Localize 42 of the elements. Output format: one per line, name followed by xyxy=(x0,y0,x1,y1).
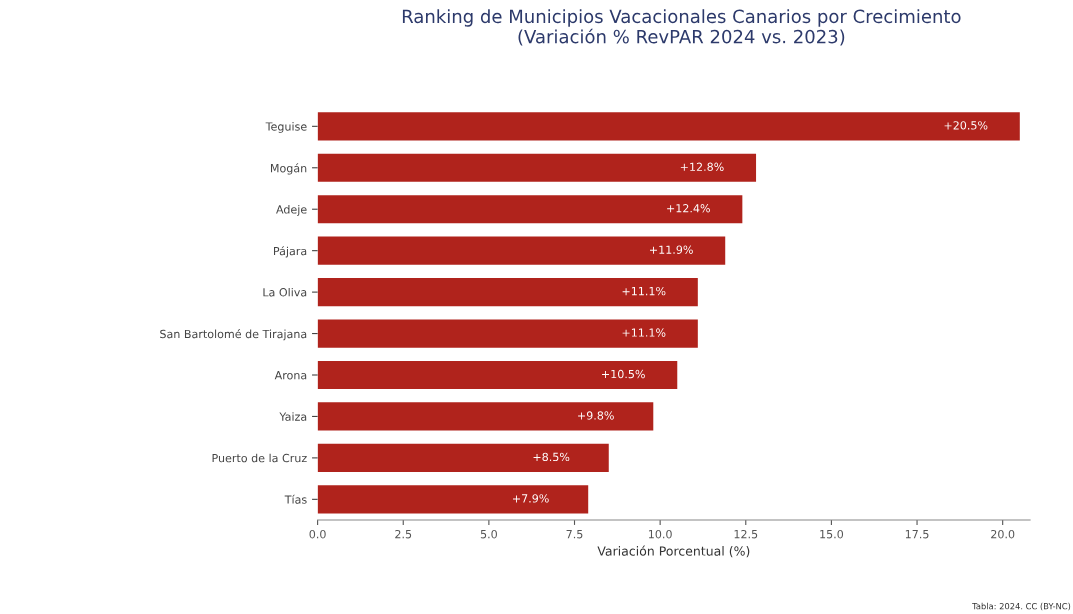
data-label: +12.4% xyxy=(667,204,710,213)
y-tick-label: La Oliva xyxy=(263,287,307,297)
y-tick-label: Mogán xyxy=(270,163,307,175)
bar xyxy=(317,485,589,514)
y-tick-label: Adeje xyxy=(276,205,307,216)
x-tick-label: 10.0 xyxy=(648,529,672,539)
bar xyxy=(317,112,1020,141)
x-tick-label: 7.5 xyxy=(566,530,583,539)
data-label: +11.1% xyxy=(622,286,666,296)
x-tick-label: 15.0 xyxy=(820,529,844,539)
y-tick-label: Puerto de la Cruz xyxy=(212,453,307,463)
data-label: +7.9% xyxy=(513,494,549,503)
chart-title: Ranking de Municipios Vacacionales Canarios por Crecimiento (Variación % RevPAR 2024 vs. 2023) xyxy=(402,9,961,46)
y-tick-label: Teguise xyxy=(265,122,307,133)
bar xyxy=(317,153,757,182)
x-tick-label: 0.0 xyxy=(309,529,326,539)
bar xyxy=(317,443,609,472)
bar xyxy=(317,319,698,348)
y-tick-label: Pájara xyxy=(274,246,307,258)
data-label: +11.1% xyxy=(622,328,666,337)
data-label: +11.9% xyxy=(650,245,693,254)
bar xyxy=(317,236,726,265)
bar xyxy=(317,360,678,390)
x-tick-label: 2.5 xyxy=(395,529,412,539)
data-label: +10.5% xyxy=(602,369,645,379)
y-tick-label: San Bartolomé de Tirajana xyxy=(160,329,307,341)
x-tick-label: 17.5 xyxy=(905,530,929,539)
data-label: +12.8% xyxy=(680,162,724,171)
y-tick-label: Arona xyxy=(274,371,307,380)
x-axis-title: Variación Porcentual (%) xyxy=(597,545,750,558)
x-tick-label: 5.0 xyxy=(480,529,497,539)
bar xyxy=(317,402,654,431)
x-tick-label: 12.5 xyxy=(734,529,758,539)
data-label: +9.8% xyxy=(578,411,614,420)
x-tick-label: 20.0 xyxy=(991,529,1015,539)
y-tick-label: Tías xyxy=(284,494,307,504)
bar xyxy=(317,278,698,307)
bar xyxy=(317,195,743,224)
y-tick-label: Yaiza xyxy=(279,412,307,421)
data-label: +20.5% xyxy=(944,121,988,130)
text: Tabla: 2024. CC (BY-NC) xyxy=(972,602,1071,611)
data-label: +8.5% xyxy=(533,452,570,462)
